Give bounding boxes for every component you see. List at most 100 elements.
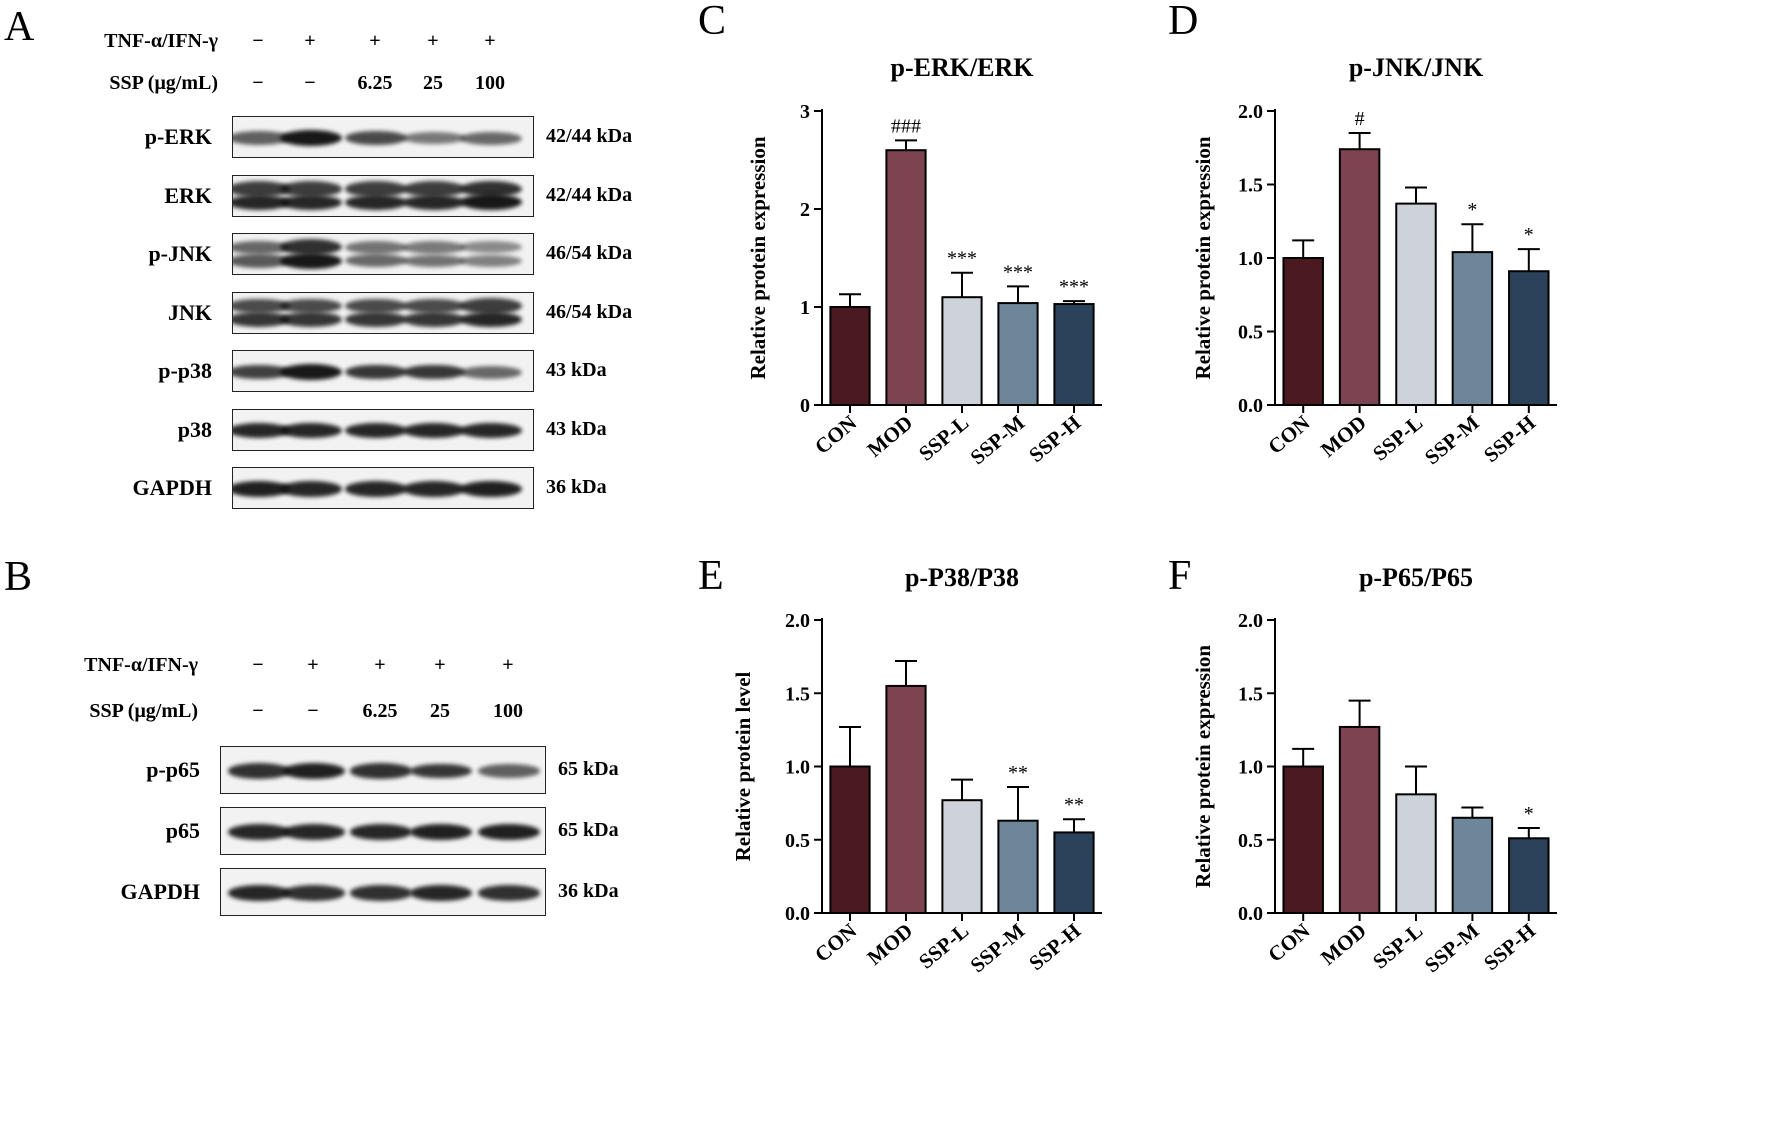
dose-value: − [304, 72, 316, 94]
significance-marker: *** [947, 248, 977, 270]
significance-marker: ### [891, 115, 921, 137]
bar-ssp-l [941, 296, 983, 407]
protein-band [350, 763, 412, 779]
protein-band [403, 364, 465, 380]
protein-band [403, 194, 465, 211]
y-axis-label: Relative protein level [731, 671, 755, 861]
bar-con [829, 765, 871, 914]
protein-band [280, 181, 342, 197]
chart-c: Cp-ERK/ERK Relative protein expression 0 1 2… [698, 0, 1102, 469]
y-axis-label: Relative protein expression [746, 136, 770, 379]
bar-ssp-h [1053, 303, 1095, 406]
dose-value: 25 [423, 72, 443, 94]
y-tick-label: 0 [800, 395, 810, 417]
protein-band [460, 131, 522, 145]
dose-row-label: SSP (μg/mL) [109, 72, 218, 94]
y-tick-label: 0.5 [1238, 322, 1263, 344]
x-tick-label: SSP-L [914, 410, 973, 465]
blot-row-label: p38 [177, 416, 212, 442]
y-tick-label: 2 [800, 199, 810, 221]
protein-band [233, 240, 290, 255]
bar-mod [1338, 148, 1381, 406]
chart-title: p-P65/P65 [1359, 563, 1473, 592]
protein-band [233, 422, 290, 439]
chart-title: p-P38/P38 [905, 563, 1019, 592]
dose-value: 6.25 [362, 700, 398, 722]
protein-band [280, 298, 342, 314]
protein-band [345, 181, 407, 197]
y-tick-label: 1.5 [1238, 683, 1263, 705]
protein-band [345, 422, 407, 439]
blot-row-label: p65 [165, 818, 200, 843]
protein-band [280, 364, 342, 380]
x-tick-label: CON [1263, 918, 1314, 966]
protein-band [350, 885, 412, 901]
protein-band [233, 481, 290, 497]
bar-mod [885, 149, 927, 406]
protein-band [403, 311, 465, 327]
protein-band [403, 131, 465, 145]
bar-ssp-h [1053, 831, 1095, 914]
protein-band [403, 481, 465, 497]
protein-band [280, 130, 342, 146]
bar-con [1282, 765, 1324, 914]
blot-strip [220, 807, 546, 855]
blot-strip [232, 350, 534, 392]
protein-band [233, 298, 290, 314]
molecular-weight-label: 43 kDa [546, 417, 607, 440]
x-tick-label: CON [1263, 410, 1314, 458]
y-tick-label: 2.0 [785, 610, 810, 632]
y-tick-label: 1.0 [785, 757, 810, 779]
x-tick-label: MOD [1316, 918, 1371, 969]
x-tick-label: SSP-L [1368, 918, 1427, 973]
x-tick-label: SSP-M [1420, 918, 1484, 977]
x-tick-label: SSP-H [1479, 410, 1540, 467]
bar-ssp-l [941, 799, 983, 915]
significance-marker: *** [1003, 261, 1033, 283]
protein-band [345, 254, 407, 268]
treatment-value: − [252, 30, 264, 52]
treatment-value: + [307, 654, 319, 676]
protein-band [345, 194, 407, 211]
y-tick-label: 2.0 [1238, 101, 1263, 123]
protein-band [460, 298, 522, 314]
treatment-value: + [502, 654, 514, 676]
protein-band [233, 311, 290, 327]
treatment-value: − [252, 654, 264, 676]
y-tick-label: 0.5 [1238, 830, 1263, 852]
protein-band [460, 254, 522, 267]
protein-band [478, 824, 540, 840]
x-tick-label: SSP-L [914, 918, 973, 973]
x-tick-label: SSP-M [966, 918, 1030, 977]
protein-band [410, 824, 472, 840]
y-tick-label: 1.0 [1238, 248, 1263, 270]
protein-band [280, 239, 342, 256]
bar-ssp-m [997, 819, 1039, 914]
protein-band [478, 885, 540, 901]
molecular-weight-label: 42/44 kDa [546, 183, 633, 206]
y-tick-label: 0.5 [785, 830, 810, 852]
y-tick-label: 0.0 [1238, 903, 1263, 925]
blot-strip [232, 116, 534, 158]
bar-ssp-l [1395, 793, 1437, 915]
bar-con [1282, 257, 1324, 406]
protein-band [403, 241, 465, 254]
blot-strip [220, 868, 546, 916]
protein-band [403, 298, 465, 314]
protein-band [460, 194, 522, 211]
protein-band [283, 824, 345, 840]
protein-band [283, 763, 345, 779]
bar-mod [885, 684, 927, 914]
significance-marker: ** [1008, 762, 1028, 784]
molecular-weight-label: 46/54 kDa [546, 242, 633, 264]
chart-d: Dp-JNK/JNK Relative protein expression 0.0… [1168, 0, 1557, 469]
x-tick-label: SSP-M [1420, 410, 1484, 469]
significance-marker: * [1467, 199, 1477, 221]
protein-band [345, 481, 407, 497]
protein-band [460, 365, 522, 379]
treatment-value: + [484, 30, 496, 52]
protein-band [283, 885, 345, 901]
y-tick-label: 0.0 [1238, 395, 1263, 417]
protein-band [345, 240, 407, 254]
y-tick-label: 3 [800, 101, 810, 123]
